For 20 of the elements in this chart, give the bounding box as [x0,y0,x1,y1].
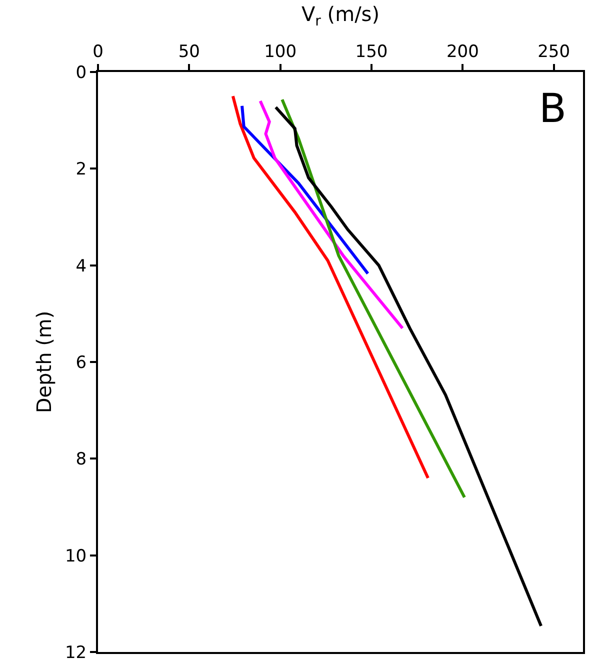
line-series [231,94,430,480]
x-tick-label: 50 [178,42,200,62]
x-axis-title: V$_{r}$ (m/s) [301,2,380,30]
line-series [274,106,543,628]
x-tick-label: 200 [446,42,479,62]
x-tick-label: 250 [538,42,570,62]
annotation: B [539,86,566,132]
line-series [280,98,466,499]
y-tick-label: 10 [64,546,87,566]
y-tick-label: 8 [76,450,87,470]
y-tick-label: 0 [76,62,87,83]
y-tick-label: 4 [76,256,87,276]
y-axis-title: Depth (m) [32,310,56,414]
x-tick-label: 150 [355,42,388,62]
x-tick-label: 0 [92,42,104,62]
y-tick-label: 12 [64,642,87,663]
y-tick-label: 2 [76,160,87,180]
x-tick-label: 100 [264,42,297,62]
line-series [258,100,404,330]
y-tick-label: 6 [76,352,87,373]
